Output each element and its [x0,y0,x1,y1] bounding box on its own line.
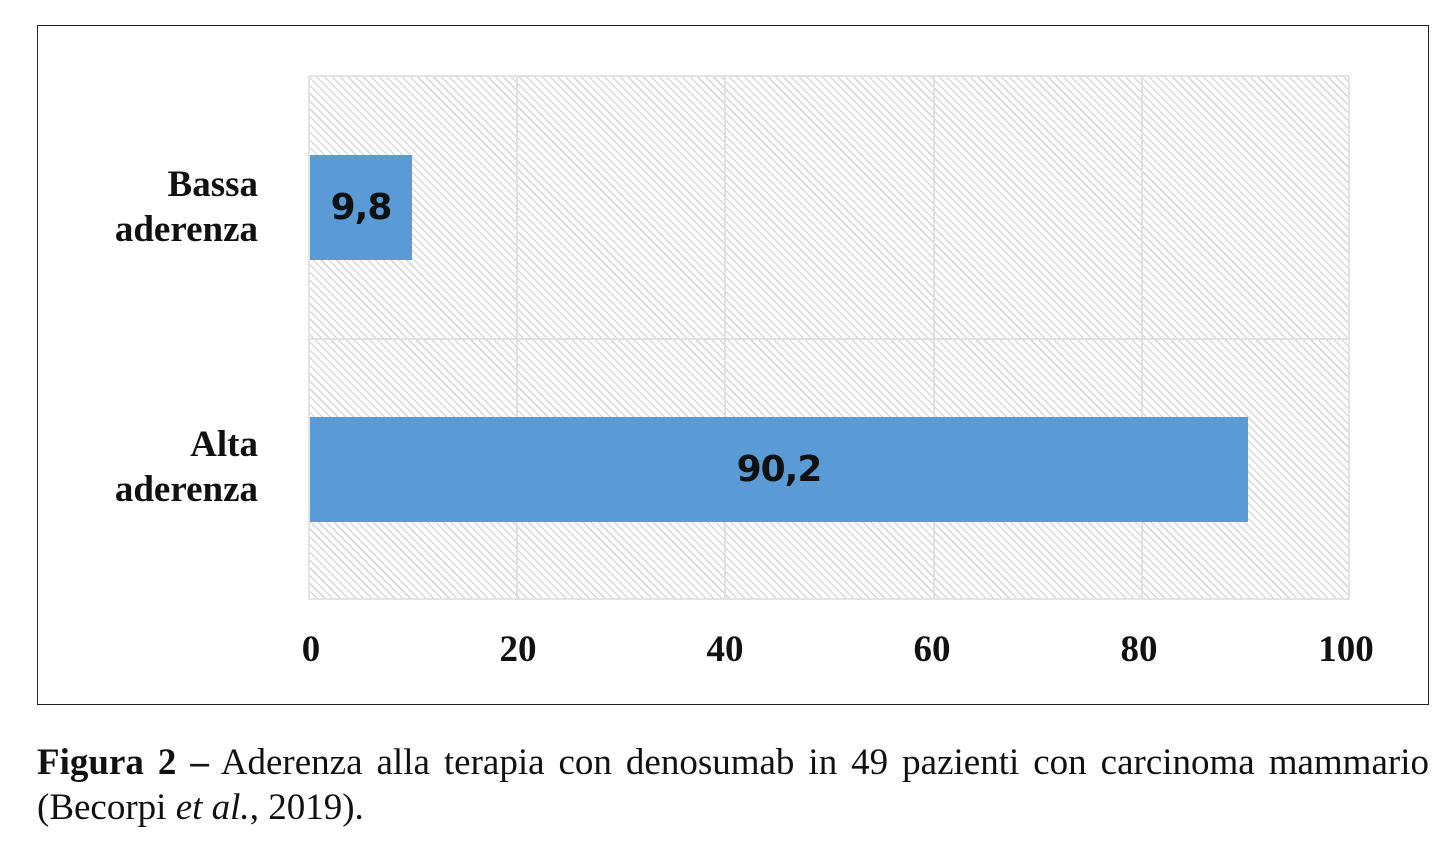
category-label-alta: Alta aderenza [115,422,258,512]
category-label-line: aderenza [114,209,258,250]
caption-text: Aderenza alla terapia con denosumab in 4… [37,742,1429,828]
gridline-40 [724,77,726,598]
bar-bassa-aderenza: 9,8 [310,155,412,260]
x-tick-100: 100 [1318,629,1374,670]
plot-area: 9,8 90,2 [308,75,1350,600]
caption-text-end: , 2019). [249,787,364,828]
category-label-line: Bassa [167,164,258,205]
x-tick-40: 40 [706,629,744,670]
caption-italic: et al. [175,787,250,828]
figure-frame [37,25,1429,705]
gridline-20 [516,77,518,598]
x-tick-0: 0 [301,629,321,670]
category-label-bassa: Bassa aderenza [115,162,258,252]
category-label-line: aderenza [114,469,258,510]
category-label-line: Alta [190,424,258,465]
bar-value-label: 9,8 [330,187,393,228]
bar-value-label: 90,2 [736,449,823,490]
x-tick-20: 20 [499,629,537,670]
category-divider [310,338,1348,340]
gridline-60 [933,77,935,598]
bar-alta-aderenza: 90,2 [310,417,1248,522]
x-tick-80: 80 [1120,629,1158,670]
gridline-80 [1141,77,1143,598]
caption-prefix: Figura 2 – [37,742,209,783]
x-tick-60: 60 [913,629,951,670]
figure-caption: Figura 2 – Aderenza alla terapia con den… [37,740,1429,830]
